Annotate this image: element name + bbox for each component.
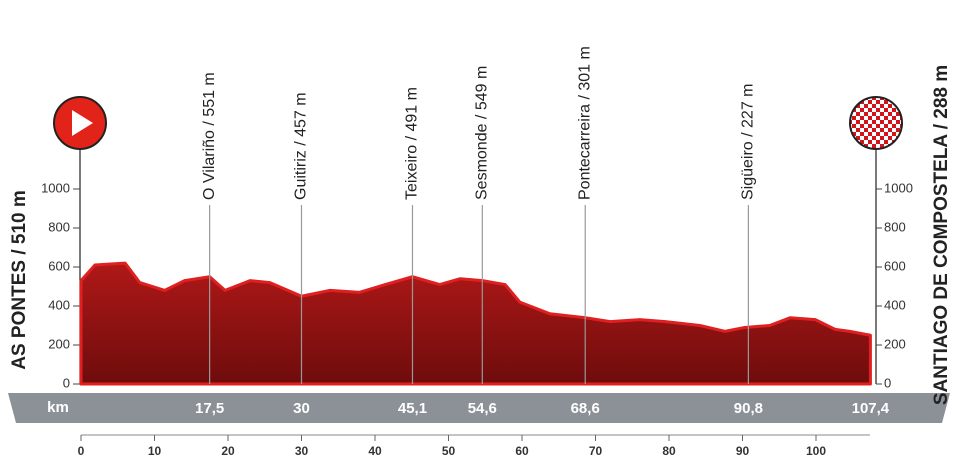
waypoint-km: 30 <box>293 400 310 417</box>
waypoint-km: 17,5 <box>195 400 224 417</box>
waypoint-label: O Vilariño / 551 m <box>201 72 218 200</box>
x-tick-label: 0 <box>78 444 85 458</box>
y-tick-label: 0 <box>63 375 70 390</box>
x-tick-label: 80 <box>662 444 676 458</box>
x-tick-label: 10 <box>148 444 162 458</box>
waypoint-label: Guitiriz / 457 m <box>293 92 310 200</box>
waypoint-km: 68,6 <box>571 400 600 417</box>
waypoint-km: 54,6 <box>468 400 497 417</box>
y-tick-label: 200 <box>48 336 70 351</box>
x-tick-label: 20 <box>221 444 235 458</box>
waypoint-label: Sigüeiro / 227 m <box>740 83 757 200</box>
x-tick-label: 100 <box>806 444 826 458</box>
start-arrow <box>72 110 93 136</box>
y-tick-label-right: 600 <box>884 258 906 273</box>
y-tick-label: 1000 <box>41 180 70 195</box>
x-tick-label: 40 <box>368 444 382 458</box>
waypoint-label: Pontecarreira / 301 m <box>576 46 593 200</box>
x-tick-label: 90 <box>736 444 750 458</box>
km-band <box>8 393 950 423</box>
x-tick-label: 50 <box>442 444 456 458</box>
waypoint-label: Sesmonde / 549 m <box>474 66 491 200</box>
y-tick-label-right: 800 <box>884 219 906 234</box>
y-tick-label-right: 400 <box>884 297 906 312</box>
x-tick-label: 30 <box>295 444 309 458</box>
y-tick-label: 600 <box>48 258 70 273</box>
y-tick-label-right: 1000 <box>884 180 913 195</box>
km-label: km <box>47 399 69 416</box>
x-tick-label: 60 <box>515 444 529 458</box>
y-tick-label-right: 0 <box>884 375 891 390</box>
waypoint-label: Teixeiro / 491 m <box>404 87 421 200</box>
waypoint-km: 90,8 <box>734 400 763 417</box>
x-tick-label: 70 <box>589 444 603 458</box>
start-label: AS PONTES / 510 m <box>9 190 30 370</box>
elevation-area <box>79 261 872 386</box>
y-tick-label: 400 <box>48 297 70 312</box>
finish-icon <box>849 96 903 150</box>
y-tick-label-right: 200 <box>884 336 906 351</box>
finish-km: 107,4 <box>852 400 890 417</box>
y-tick-label: 800 <box>48 219 70 234</box>
waypoint-km: 45,1 <box>398 400 427 417</box>
finish-label: SANTIAGO DE COMPOSTELA / 288 m <box>931 65 952 405</box>
